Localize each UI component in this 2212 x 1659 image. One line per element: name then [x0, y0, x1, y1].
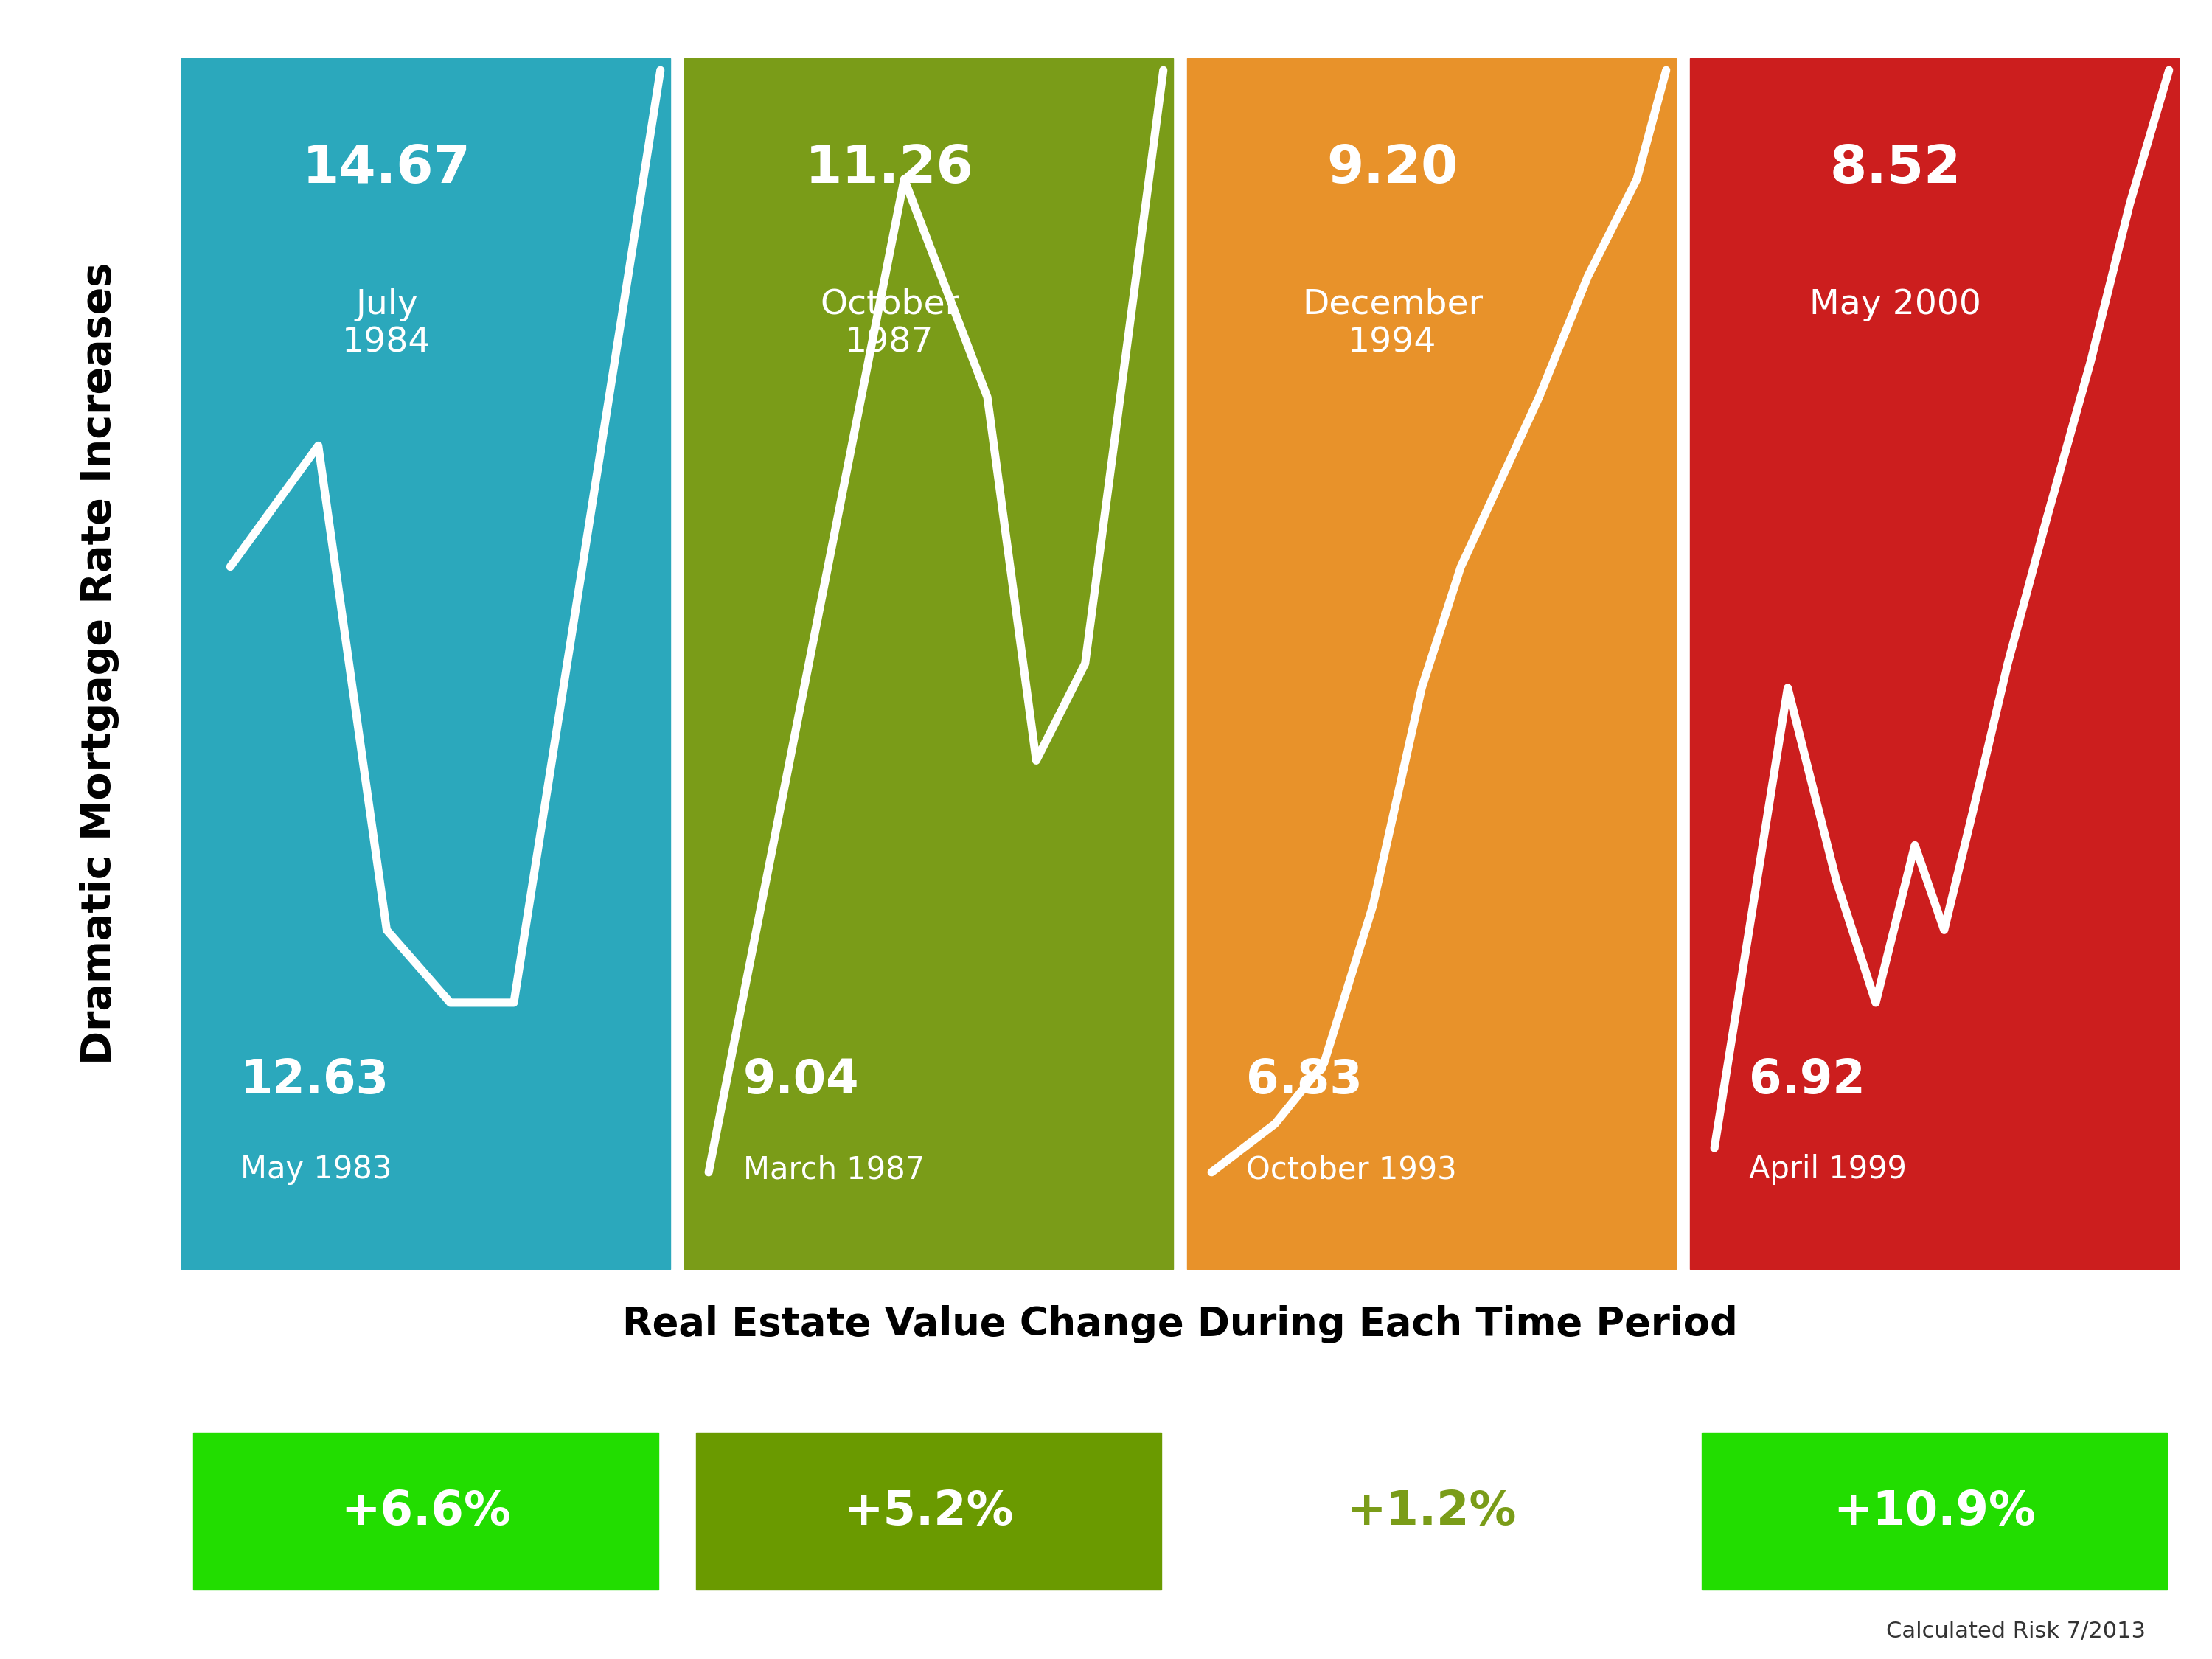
Text: October 1993: October 1993 — [1245, 1155, 1455, 1185]
Text: 6.92: 6.92 — [1750, 1057, 1865, 1103]
Text: October
1987: October 1987 — [821, 289, 960, 360]
Bar — [1690, 58, 2179, 1269]
Text: April 1999: April 1999 — [1750, 1155, 1907, 1185]
Bar — [1701, 1433, 2168, 1589]
Text: 9.20: 9.20 — [1327, 143, 1458, 194]
Text: July
1984: July 1984 — [343, 289, 431, 360]
Text: 8.52: 8.52 — [1829, 143, 1962, 194]
Text: December
1994: December 1994 — [1303, 289, 1482, 360]
Bar — [181, 58, 670, 1269]
Text: +1.2%: +1.2% — [1347, 1488, 1517, 1535]
Text: +6.6%: +6.6% — [341, 1488, 511, 1535]
Bar — [684, 58, 1172, 1269]
Text: 14.67: 14.67 — [303, 143, 471, 194]
Text: Dramatic Mortgage Rate Increases: Dramatic Mortgage Rate Increases — [80, 262, 119, 1065]
Text: 11.26: 11.26 — [805, 143, 973, 194]
Text: May 1983: May 1983 — [241, 1155, 392, 1185]
Text: Real Estate Value Change During Each Time Period: Real Estate Value Change During Each Tim… — [622, 1306, 1739, 1344]
Bar — [697, 1433, 1161, 1589]
Text: 9.04: 9.04 — [743, 1057, 858, 1103]
Text: Calculated Risk 7/2013: Calculated Risk 7/2013 — [1887, 1621, 2146, 1642]
Text: +10.9%: +10.9% — [1834, 1488, 2035, 1535]
Text: +5.2%: +5.2% — [843, 1488, 1013, 1535]
Bar — [1188, 58, 1677, 1269]
Text: 12.63: 12.63 — [241, 1057, 389, 1103]
Text: May 2000: May 2000 — [1809, 289, 1982, 322]
Text: March 1987: March 1987 — [743, 1155, 925, 1185]
Bar — [192, 1433, 659, 1589]
Text: 6.83: 6.83 — [1245, 1057, 1363, 1103]
